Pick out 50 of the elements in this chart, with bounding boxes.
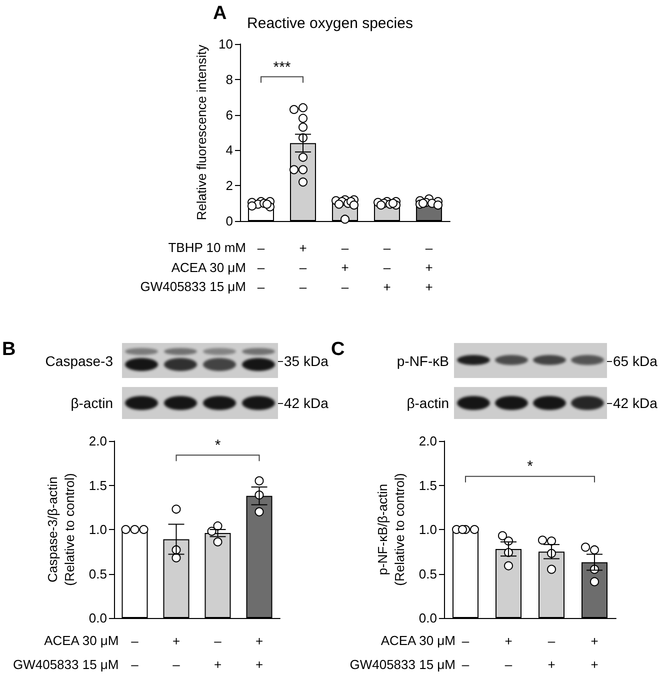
x-tick-label: – – xyxy=(462,633,470,672)
y-tick-label: 1.5 xyxy=(88,478,107,493)
y-tick-label: 0.5 xyxy=(88,566,107,582)
text: p-NF-κB xyxy=(396,352,449,368)
y-axis-title: p-NF-κB/β-actin (Relative to control) xyxy=(375,473,408,586)
y-tick-label: 2 xyxy=(226,178,233,194)
x-axis-title: ACEA 30 μM GW405833 15 μM xyxy=(12,632,119,674)
x-tick-label: – – + xyxy=(383,240,392,294)
x-tick-label: – + + xyxy=(425,240,434,294)
text: β-actin xyxy=(70,395,113,411)
y-tick-label: 2.0 xyxy=(418,434,437,448)
text: 35 kDa xyxy=(284,352,328,368)
annotation: * xyxy=(526,458,534,476)
y-tick-label: 0 xyxy=(226,214,233,228)
x-tick-label: + + xyxy=(255,633,264,672)
y-tick-label: 4 xyxy=(226,142,233,158)
y-tick-label: 8 xyxy=(226,72,233,87)
text: B xyxy=(2,339,16,360)
text: β-actin xyxy=(406,395,449,411)
text: A xyxy=(213,3,227,24)
x-tick-label: + – xyxy=(172,633,181,672)
x-tick-label: + – xyxy=(504,633,513,672)
y-tick-label: 0.5 xyxy=(418,566,437,582)
x-axis-title: TBHP 10 mM ACEA 30 μM GW405833 15 μM xyxy=(140,239,246,296)
x-tick-label: – – – xyxy=(257,240,266,294)
x-tick-label: + – – xyxy=(299,240,308,294)
y-tick-label: 1.5 xyxy=(418,478,437,493)
x-axis-title: ACEA 30 μM GW405833 15 μM xyxy=(350,632,456,674)
text: 65 kDa xyxy=(613,352,658,368)
y-tick-label: 0.0 xyxy=(418,610,437,626)
annotation: * xyxy=(214,437,222,454)
y-axis-title: Caspase-3/β-actin (Relative to control) xyxy=(45,473,78,586)
y-tick-label: 0.0 xyxy=(88,610,107,626)
text: C xyxy=(331,339,345,360)
x-tick-label: – + xyxy=(214,633,222,672)
y-axis-title: Relative fluorescence intensity xyxy=(194,44,209,220)
x-tick-label: – + xyxy=(548,633,556,672)
annotation: *** xyxy=(272,58,292,76)
y-tick-label: 1.0 xyxy=(88,522,107,537)
x-tick-label: – + – xyxy=(341,240,350,294)
y-tick-label: 1.0 xyxy=(418,522,437,537)
x-tick-label: – – xyxy=(131,633,140,672)
text: Caspase-3 xyxy=(45,352,113,368)
text: 42 kDa xyxy=(284,395,328,411)
y-tick-label: 2.0 xyxy=(88,434,107,448)
x-tick-label: + + xyxy=(590,633,598,672)
y-tick-label: 10 xyxy=(218,36,233,52)
y-tick-label: 6 xyxy=(226,107,233,122)
chart-title: Reactive oxygen species xyxy=(247,15,413,32)
text: 42 kDa xyxy=(613,395,658,411)
